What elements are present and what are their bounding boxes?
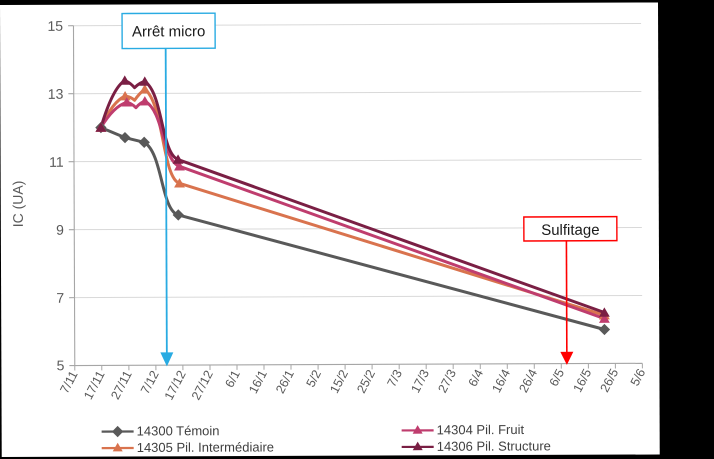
svg-text:5: 5	[57, 357, 65, 373]
svg-text:14300 Témoin: 14300 Témoin	[137, 423, 220, 438]
svg-text:25/2: 25/2	[354, 367, 378, 395]
svg-text:26/4: 26/4	[516, 366, 540, 394]
svg-text:14306 Pil. Structure: 14306 Pil. Structure	[437, 438, 551, 453]
svg-text:6/5: 6/5	[547, 366, 568, 388]
svg-text:16/1: 16/1	[246, 367, 270, 395]
svg-text:6/4: 6/4	[466, 366, 487, 388]
svg-text:26/1: 26/1	[273, 367, 297, 395]
svg-text:16/5: 16/5	[571, 366, 595, 394]
svg-text:14305 Pil. Intermédiaire: 14305 Pil. Intermédiaire	[137, 439, 274, 455]
svg-text:15/2: 15/2	[327, 367, 351, 395]
svg-text:IC (UA): IC (UA)	[10, 180, 26, 227]
svg-text:17/3: 17/3	[408, 367, 432, 395]
svg-text:6/1: 6/1	[222, 367, 243, 389]
svg-text:7/3: 7/3	[385, 367, 406, 389]
svg-text:Arrêt micro: Arrêt micro	[132, 23, 205, 40]
svg-text:17/11: 17/11	[81, 368, 108, 401]
svg-text:17/12: 17/12	[162, 368, 189, 402]
svg-text:13: 13	[48, 85, 64, 101]
svg-text:9: 9	[56, 221, 64, 237]
svg-text:27/12: 27/12	[189, 368, 216, 402]
svg-text:Sulfitage: Sulfitage	[541, 221, 599, 238]
svg-text:27/3: 27/3	[435, 367, 459, 395]
svg-text:5/2: 5/2	[303, 367, 324, 389]
svg-text:16/4: 16/4	[489, 366, 513, 394]
svg-text:27/11: 27/11	[108, 368, 135, 401]
svg-text:11: 11	[49, 153, 64, 169]
svg-text:15: 15	[47, 17, 63, 33]
svg-text:7: 7	[56, 289, 64, 305]
svg-text:7/12: 7/12	[138, 368, 162, 396]
svg-text:5/6: 5/6	[628, 366, 649, 388]
svg-text:14304 Pil. Fruit: 14304 Pil. Fruit	[437, 421, 525, 436]
svg-text:26/5: 26/5	[598, 366, 622, 394]
